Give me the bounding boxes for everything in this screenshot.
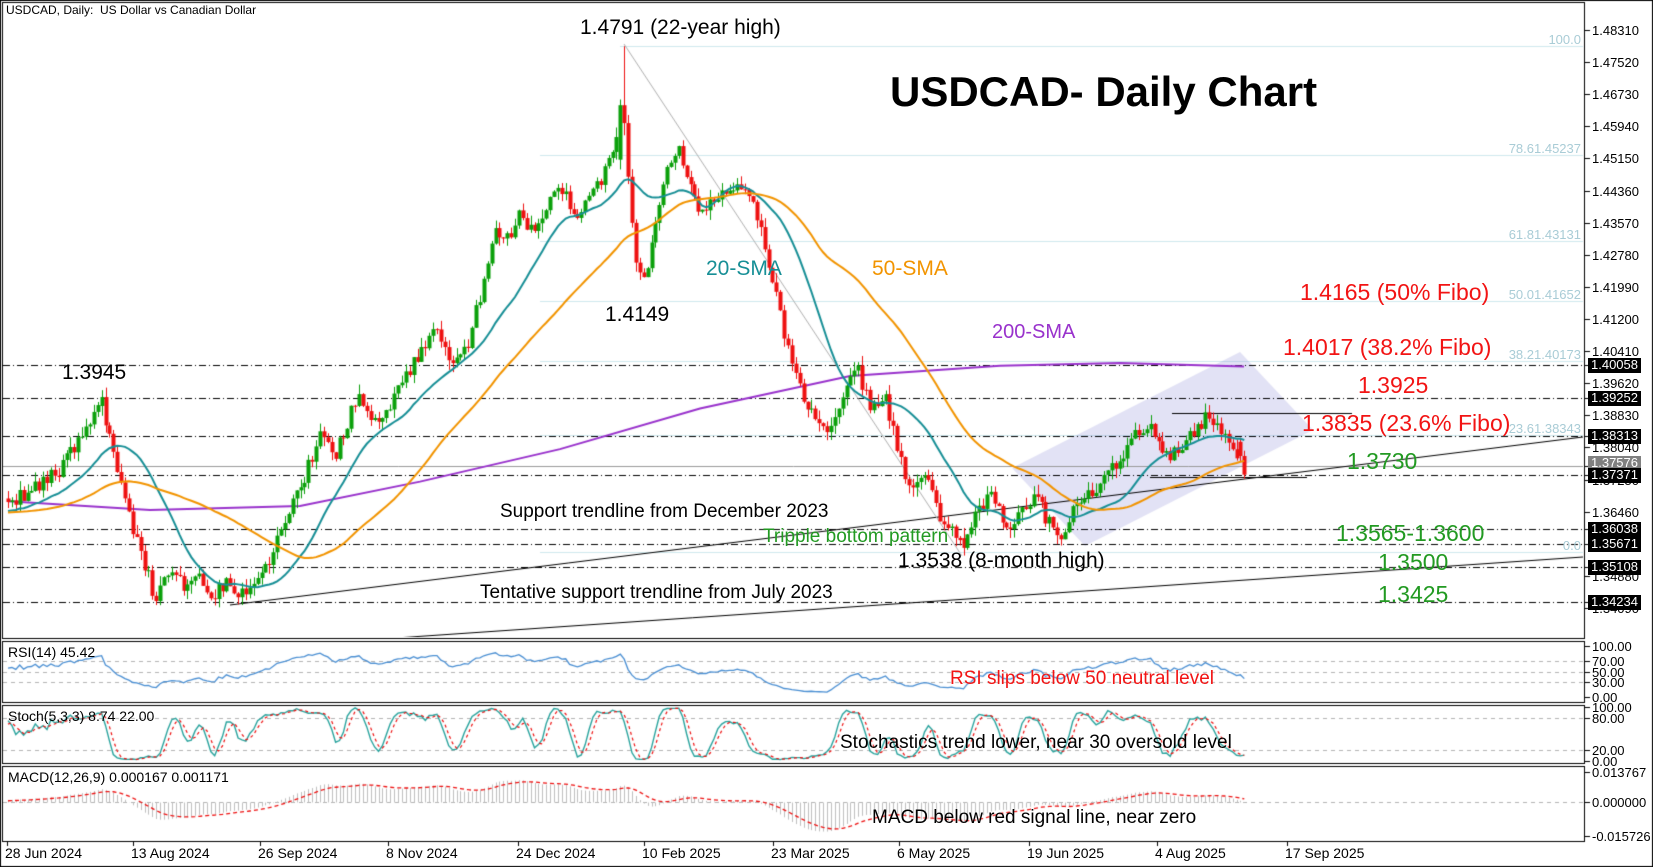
symbol-title-bar: USDCAD, Daily: US Dollar vs Canadian Dol…	[6, 3, 257, 17]
annotation-support-trendline-label: Support trendline from December 2023	[500, 501, 829, 522]
price-axis-tick: 1.39620	[1592, 376, 1639, 392]
annotation-support-zone-label: 1.3565-1.3600	[1336, 520, 1485, 546]
annotation-tentative-trendline-label: Tentative support trendline from July 20…	[480, 582, 833, 603]
annotation-sma200-label: 200-SMA	[992, 321, 1076, 343]
rsi-axis-label: 30.00	[1592, 674, 1625, 690]
fibonacci-level-label: 61.81.43131	[1508, 226, 1581, 242]
annotation-sma50-label: 50-SMA	[872, 257, 948, 280]
annotation-high-price-label: 1.4791 (22-year high)	[580, 16, 781, 39]
stoch-axis-label: 0.00	[1592, 754, 1618, 769]
fibonacci-level-label: 50.01.41652	[1508, 286, 1581, 302]
date-axis-label: 24 Dec 2024	[516, 845, 596, 861]
fibonacci-level-label: 78.61.45237	[1508, 140, 1581, 156]
price-axis-tick: 1.42780	[1592, 247, 1639, 263]
date-axis-label: 10 Feb 2025	[642, 845, 721, 861]
annotation-support-1-3500-label: 1.3500	[1378, 549, 1449, 575]
price-axis-tick: 1.46730	[1592, 87, 1639, 103]
annotation-support-1-3425-label: 1.3425	[1378, 581, 1449, 607]
date-axis-label: 17 Sep 2025	[1285, 845, 1365, 861]
stoch-axis-label: 100.00	[1592, 700, 1632, 715]
date-axis-label: 28 Jun 2024	[5, 845, 83, 861]
fibonacci-level-label: 0.0	[1562, 537, 1581, 553]
rsi-axis-label: 100.00	[1592, 639, 1632, 654]
annotation-low-price-label: 1.3538 (8-month high)	[898, 549, 1105, 572]
chart-title: USDCAD- Daily Chart	[890, 68, 1318, 115]
price-axis-tick: 1.48310	[1592, 23, 1639, 38]
price-axis-tick: 1.36460	[1592, 504, 1639, 520]
macd-axis-label: 0.000000	[1592, 795, 1647, 810]
annotation-macd-note: MACD below red signal line, near zero	[872, 807, 1197, 828]
fibonacci-level-label: 23.61.38343	[1508, 421, 1581, 437]
rsi-axis-label: 50.00	[1592, 664, 1625, 680]
price-level-tag: 1.39252	[1588, 391, 1641, 407]
annotation-stoch-note: Stochastics trend lower, near 30 oversol…	[840, 732, 1232, 753]
price-axis-tick: 1.41200	[1592, 312, 1639, 328]
annotation-price-label-1-3945: 1.3945	[62, 361, 127, 384]
annotation-price-label-1-4149: 1.4149	[605, 303, 670, 326]
fibonacci-level-label: 100.0	[1548, 32, 1581, 48]
stoch-axis-label: 80.00	[1592, 710, 1625, 726]
date-axis-label: 4 Aug 2025	[1155, 845, 1226, 861]
price-level-tag: 1.37371	[1588, 467, 1641, 483]
price-level-tag: 1.35108	[1588, 559, 1641, 575]
price-level-tag: 1.38313	[1588, 429, 1641, 445]
fibonacci-level-label: 38.21.40173	[1508, 346, 1581, 362]
date-axis-label: 13 Aug 2024	[131, 845, 210, 861]
macd-axis-label: 0.013767	[1592, 765, 1647, 781]
rsi-axis-label: 0.00	[1592, 690, 1618, 705]
annotation-sma20-label: 20-SMA	[706, 257, 782, 280]
price-axis-tick: 1.40410	[1592, 344, 1639, 360]
stoch-axis-label: 20.00	[1592, 743, 1625, 759]
price-level-tag: 1.36038	[1588, 521, 1641, 537]
price-level-tag: 1.40058	[1588, 358, 1641, 374]
annotation-support-1-3730-label: 1.3730	[1347, 448, 1418, 474]
rsi-indicator-header: RSI(14) 45.42	[8, 644, 96, 660]
current-bid-price-tag: 1.37576	[1588, 456, 1641, 472]
annotation-fibo-50-label: 1.4165 (50% Fibo)	[1300, 279, 1490, 305]
price-axis-tick: 1.47520	[1592, 55, 1639, 71]
macd-axis-label: -0.015726	[1592, 828, 1651, 844]
macd-indicator-header: MACD(12,26,9) 0.000167 0.001171	[8, 769, 229, 785]
annotation-resistance-1-3925-label: 1.3925	[1358, 372, 1429, 398]
annotation-fibo-236-label: 1.3835 (23.6% Fibo)	[1302, 410, 1511, 436]
price-axis-tick: 1.43570	[1592, 215, 1639, 231]
annotation-rsi-note: RSI slips below 50 neutral level	[950, 668, 1215, 689]
annotation-triple-bottom-label: Tripple bottom pattern	[763, 526, 949, 547]
price-level-tag: 1.35671	[1588, 536, 1641, 552]
date-axis-label: 26 Sep 2024	[258, 845, 338, 861]
price-level-tag: 1.34234	[1588, 595, 1641, 611]
price-axis-tick: 1.45150	[1592, 151, 1639, 167]
annotation-fibo-382-label: 1.4017 (38.2% Fibo)	[1283, 334, 1492, 360]
date-axis-label: 8 Nov 2024	[386, 845, 458, 861]
date-axis-label: 23 Mar 2025	[771, 845, 850, 861]
price-axis-tick: 1.41990	[1592, 279, 1639, 295]
date-axis-label: 19 Jun 2025	[1027, 845, 1105, 861]
date-axis-label: 6 May 2025	[897, 845, 971, 861]
price-axis-tick: 1.45940	[1592, 119, 1639, 135]
rsi-axis-label: 70.00	[1592, 654, 1625, 670]
price-axis-tick: 1.44360	[1592, 183, 1639, 199]
price-axis-tick: 1.38830	[1592, 408, 1639, 424]
stoch-indicator-header: Stoch(5,3,3) 8.74 22.00	[8, 708, 155, 724]
